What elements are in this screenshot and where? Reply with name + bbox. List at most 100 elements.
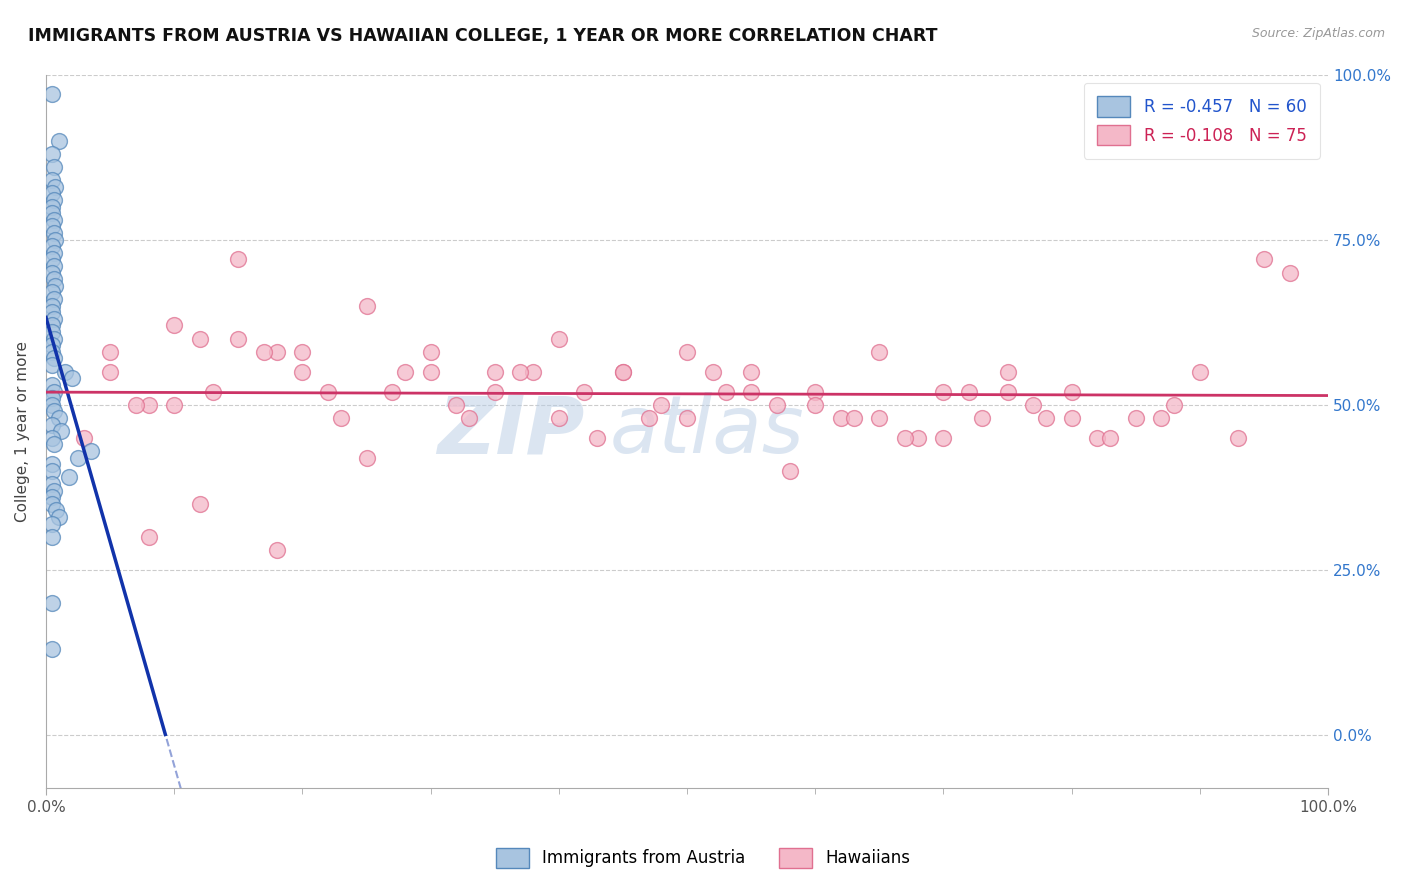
Point bbox=[41, 299, 63, 313]
Point bbox=[484, 365, 506, 379]
Point bbox=[42, 193, 65, 207]
Legend: R = -0.457   N = 60, R = -0.108   N = 75: R = -0.457 N = 60, R = -0.108 N = 75 bbox=[1084, 83, 1320, 159]
Point bbox=[48, 134, 70, 148]
Point bbox=[1060, 411, 1083, 425]
Point bbox=[356, 450, 378, 465]
Point bbox=[201, 384, 224, 399]
Point bbox=[188, 332, 211, 346]
Point bbox=[586, 431, 609, 445]
Point bbox=[804, 398, 827, 412]
Y-axis label: College, 1 year or more: College, 1 year or more bbox=[15, 341, 30, 522]
Point bbox=[42, 212, 65, 227]
Point bbox=[41, 516, 63, 531]
Point bbox=[1278, 266, 1301, 280]
Point bbox=[329, 411, 352, 425]
Point bbox=[1150, 411, 1173, 425]
Point bbox=[291, 365, 314, 379]
Point bbox=[42, 226, 65, 240]
Point bbox=[58, 470, 80, 484]
Point bbox=[676, 411, 699, 425]
Point bbox=[1253, 252, 1275, 267]
Point bbox=[650, 398, 672, 412]
Point bbox=[188, 497, 211, 511]
Point bbox=[547, 332, 569, 346]
Point bbox=[612, 365, 634, 379]
Point bbox=[41, 391, 63, 405]
Point bbox=[419, 344, 441, 359]
Legend: Immigrants from Austria, Hawaiians: Immigrants from Austria, Hawaiians bbox=[489, 841, 917, 875]
Point bbox=[226, 252, 249, 267]
Point bbox=[42, 437, 65, 451]
Point bbox=[41, 497, 63, 511]
Point bbox=[42, 311, 65, 326]
Point bbox=[163, 318, 186, 333]
Point bbox=[42, 404, 65, 418]
Point bbox=[41, 338, 63, 352]
Point bbox=[356, 299, 378, 313]
Point bbox=[997, 384, 1019, 399]
Point bbox=[509, 365, 531, 379]
Point bbox=[804, 384, 827, 399]
Point bbox=[740, 365, 762, 379]
Point bbox=[1085, 431, 1108, 445]
Point bbox=[1163, 398, 1185, 412]
Point bbox=[740, 384, 762, 399]
Point bbox=[907, 431, 929, 445]
Point bbox=[612, 365, 634, 379]
Point bbox=[138, 398, 160, 412]
Point bbox=[394, 365, 416, 379]
Point bbox=[41, 530, 63, 544]
Point bbox=[41, 173, 63, 187]
Point bbox=[1227, 431, 1250, 445]
Point bbox=[266, 543, 288, 558]
Text: atlas: atlas bbox=[610, 392, 804, 470]
Point bbox=[80, 444, 103, 458]
Point bbox=[997, 365, 1019, 379]
Point bbox=[41, 477, 63, 491]
Point bbox=[42, 483, 65, 498]
Point bbox=[1022, 398, 1045, 412]
Point bbox=[637, 411, 659, 425]
Point bbox=[868, 344, 890, 359]
Point bbox=[41, 239, 63, 253]
Point bbox=[41, 219, 63, 234]
Point bbox=[42, 332, 65, 346]
Point bbox=[830, 411, 852, 425]
Point bbox=[41, 464, 63, 478]
Point bbox=[41, 206, 63, 220]
Point bbox=[42, 272, 65, 286]
Point bbox=[42, 384, 65, 399]
Point bbox=[48, 510, 70, 524]
Point bbox=[41, 490, 63, 504]
Point bbox=[41, 318, 63, 333]
Point bbox=[42, 351, 65, 366]
Point bbox=[73, 431, 96, 445]
Point bbox=[41, 431, 63, 445]
Point bbox=[381, 384, 404, 399]
Point bbox=[932, 431, 955, 445]
Point bbox=[66, 450, 89, 465]
Point bbox=[291, 344, 314, 359]
Point bbox=[779, 464, 801, 478]
Point bbox=[446, 398, 468, 412]
Point bbox=[41, 417, 63, 432]
Point bbox=[41, 186, 63, 201]
Point bbox=[41, 596, 63, 610]
Point bbox=[702, 365, 724, 379]
Point bbox=[574, 384, 596, 399]
Point bbox=[51, 424, 73, 438]
Point bbox=[1035, 411, 1057, 425]
Point bbox=[41, 146, 63, 161]
Point bbox=[266, 344, 288, 359]
Point bbox=[868, 411, 890, 425]
Point bbox=[714, 384, 737, 399]
Point bbox=[970, 411, 993, 425]
Point bbox=[60, 371, 83, 385]
Point bbox=[1125, 411, 1147, 425]
Point bbox=[458, 411, 481, 425]
Point bbox=[45, 503, 67, 517]
Point bbox=[125, 398, 148, 412]
Point bbox=[41, 344, 63, 359]
Point bbox=[932, 384, 955, 399]
Point bbox=[41, 398, 63, 412]
